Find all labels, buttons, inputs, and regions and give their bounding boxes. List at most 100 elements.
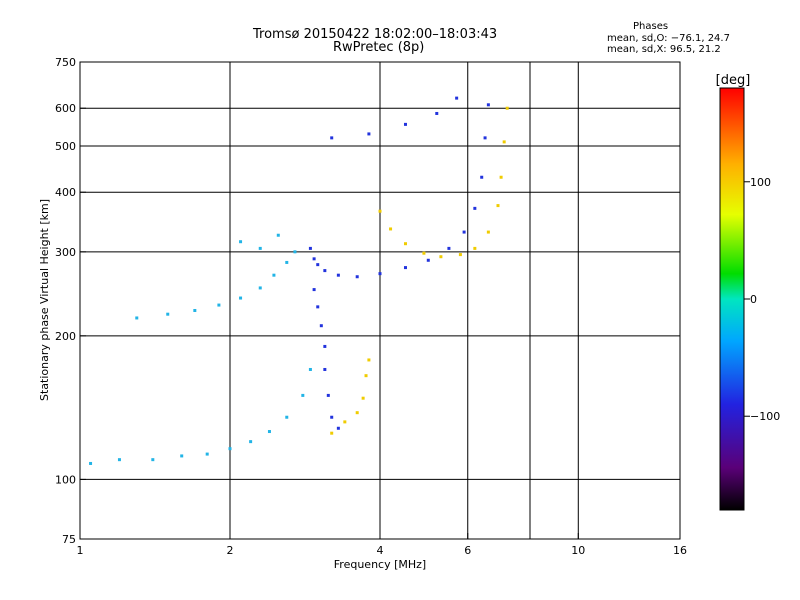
data-point — [502, 140, 506, 144]
data-point — [135, 316, 139, 320]
data-point — [180, 454, 184, 458]
data-point — [455, 96, 459, 100]
data-point — [378, 209, 382, 213]
data-point — [364, 374, 368, 378]
data-point — [312, 257, 316, 261]
data-point — [151, 458, 155, 462]
data-point — [343, 420, 347, 424]
colorbar-ticks: 100 0 −100 — [744, 176, 780, 423]
data-point — [258, 246, 262, 250]
data-point — [483, 136, 487, 140]
data-point — [480, 175, 484, 179]
x-tick-label: 1 — [77, 544, 84, 557]
y-tick-label: 300 — [55, 246, 76, 259]
data-point — [355, 275, 359, 279]
data-point — [323, 269, 327, 273]
x-tick-label: 6 — [464, 544, 471, 557]
colorbar-unit-label: [deg] — [716, 73, 751, 88]
data-point — [316, 263, 320, 267]
x-axis-label: Frequency [MHz] — [334, 558, 426, 571]
data-point — [193, 308, 197, 312]
data-point — [258, 286, 262, 290]
data-point — [367, 132, 371, 136]
data-point — [330, 136, 334, 140]
y-tick-label: 200 — [55, 330, 76, 343]
data-point — [312, 288, 316, 292]
data-point — [217, 303, 221, 307]
data-point — [330, 431, 334, 435]
colorbar-tick-label: −100 — [750, 410, 780, 423]
data-point — [486, 230, 490, 234]
stats-o-mode: mean, sd,O: −76.1, 24.7 — [607, 33, 730, 44]
data-point — [378, 272, 382, 276]
colorbar-tick-label: 100 — [750, 176, 771, 189]
data-point — [323, 344, 327, 348]
data-point — [319, 324, 323, 328]
data-point — [403, 266, 407, 270]
data-point — [336, 426, 340, 430]
data-point — [426, 258, 430, 262]
data-point — [336, 273, 340, 277]
data-point — [439, 255, 443, 259]
data-point — [403, 242, 407, 246]
x-axis-ticks: 1 2 4 6 10 16 — [77, 533, 687, 557]
data-point — [499, 175, 503, 179]
data-point — [361, 396, 365, 400]
data-point — [505, 106, 509, 110]
data-point — [308, 246, 312, 250]
stats-x-mode: mean, sd,X: 96.5, 21.2 — [607, 44, 721, 55]
data-point — [462, 230, 466, 234]
data-point — [272, 273, 276, 277]
chart-title: Tromsø 20150422 18:02:00–18:03:43 — [253, 27, 498, 42]
colorbar-tick-label: 0 — [750, 293, 757, 306]
stats-title: Phases — [633, 21, 669, 32]
data-point — [239, 240, 243, 244]
x-tick-label: 16 — [673, 544, 687, 557]
grid-lines — [80, 62, 680, 539]
data-point — [323, 367, 327, 371]
data-point — [367, 358, 371, 362]
data-point — [166, 312, 170, 316]
y-axis-ticks: 75 100 200 300 400 500 600 750 — [55, 56, 86, 546]
x-tick-label: 2 — [227, 544, 234, 557]
data-point — [447, 246, 451, 250]
data-point — [308, 367, 312, 371]
data-point — [330, 415, 334, 419]
data-point — [285, 415, 289, 419]
data-point — [458, 253, 462, 257]
y-tick-label: 75 — [62, 533, 76, 546]
y-tick-label: 400 — [55, 186, 76, 199]
data-points — [89, 96, 509, 465]
data-point — [473, 206, 477, 210]
y-tick-label: 600 — [55, 102, 76, 115]
data-point — [249, 440, 253, 444]
y-tick-label: 750 — [55, 56, 76, 69]
y-tick-label: 500 — [55, 140, 76, 153]
data-point — [326, 393, 330, 397]
data-point — [285, 260, 289, 264]
data-point — [355, 411, 359, 415]
y-tick-label: 100 — [55, 473, 76, 486]
data-point — [117, 458, 121, 462]
data-point — [316, 305, 320, 309]
data-point — [205, 452, 209, 456]
data-point — [422, 251, 426, 255]
data-point — [403, 122, 407, 126]
data-point — [435, 111, 439, 115]
data-point — [293, 250, 297, 254]
data-point — [486, 103, 490, 107]
data-point — [267, 430, 271, 434]
x-tick-label: 4 — [377, 544, 384, 557]
data-point — [89, 461, 93, 465]
data-point — [276, 233, 280, 237]
data-point — [239, 296, 243, 300]
y-axis-label: Stationary phase Virtual Height [km] — [38, 199, 51, 401]
chart-subtitle: RwPretec (8p) — [333, 40, 425, 55]
x-tick-label: 10 — [571, 544, 585, 557]
data-point — [228, 447, 232, 451]
data-point — [301, 393, 305, 397]
data-point — [473, 246, 477, 250]
data-point — [496, 204, 500, 208]
data-point — [389, 227, 393, 231]
